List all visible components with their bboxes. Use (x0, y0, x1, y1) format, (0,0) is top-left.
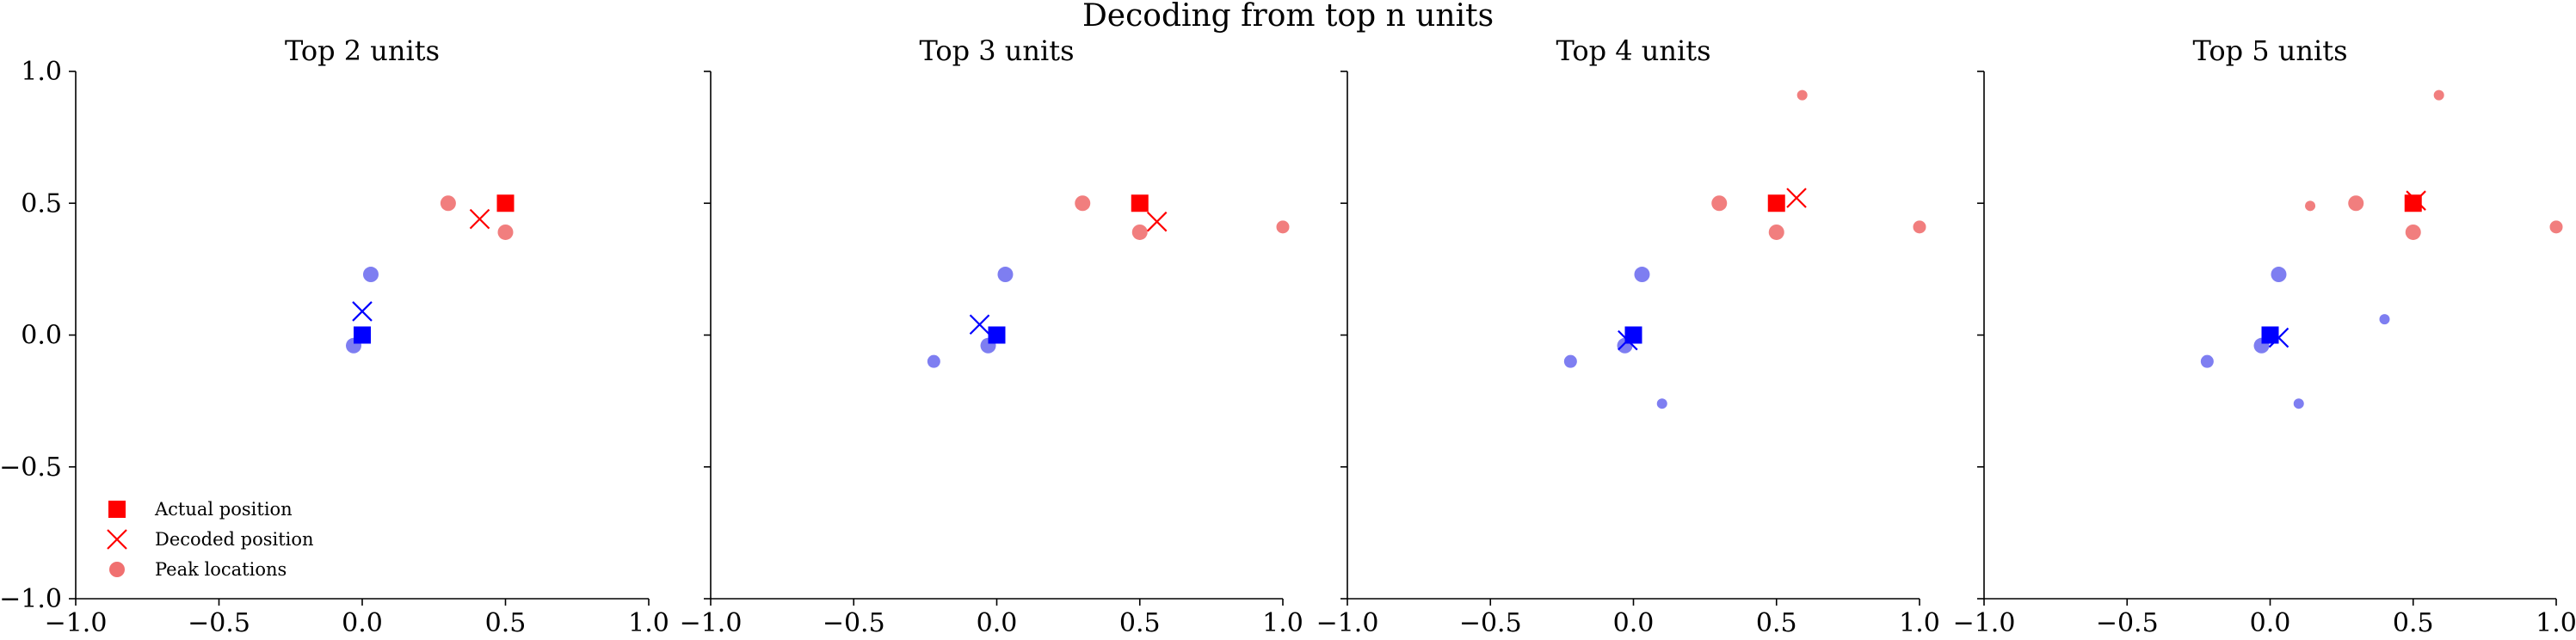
actual-position-blue (2261, 326, 2279, 344)
x-tick-label: −1.0 (680, 608, 743, 638)
peak-point-red (2348, 195, 2364, 212)
panel-title: Top 2 units (285, 34, 440, 67)
peak-point-red (2549, 220, 2563, 234)
peak-point-blue (1563, 354, 1577, 368)
decoded-position-red-stroke-b (2406, 190, 2426, 211)
peak-point-blue (997, 267, 1014, 283)
peak-point-red (497, 224, 514, 240)
decoded-position-red-stroke-b (1146, 211, 1168, 232)
figure-title: Decoding from top n units (1082, 0, 1494, 34)
x-tick-label: 0.0 (342, 608, 383, 638)
x-tick-label: −0.5 (823, 608, 885, 638)
decoded-position-blue (969, 314, 990, 335)
y-tick-label: −1.0 (0, 584, 62, 614)
panel-1: Top 2 units −1.0 −0.5 0.0 0.5 1.0 −1.0 −0.5 0.0 0… (0, 34, 669, 638)
legend-label: Peak locations (155, 559, 287, 580)
peak-point-red (2305, 200, 2316, 212)
peak-point-blue (927, 354, 940, 368)
legend-x-icon (107, 529, 127, 550)
y-tick-label: −0.5 (0, 452, 62, 483)
legend-circle-icon (109, 562, 125, 577)
decoded-position-blue (2268, 327, 2289, 348)
x-tick-label: 1.0 (1262, 608, 1303, 638)
peak-point-blue (2379, 314, 2390, 325)
panel-2: Top 3 units −1.0 −0.5 0.0 0.5 1.0 (680, 34, 1303, 638)
peak-point-blue (2293, 398, 2304, 409)
decoded-position-blue-stroke-b (969, 314, 990, 335)
decoded-position-red (469, 208, 490, 230)
peak-point-blue (2271, 267, 2287, 283)
x-tick-label: 1.0 (2536, 608, 2576, 638)
decoded-position-red (2406, 190, 2426, 211)
legend: Actual position Decoded position Peak loca… (107, 499, 314, 580)
decoded-position-red-stroke-b (469, 208, 490, 230)
decoded-position-red (1146, 211, 1168, 232)
decoded-position-blue-stroke-b (2268, 327, 2289, 348)
x-tick-label: −1.0 (1953, 608, 2016, 638)
peak-point-red (1768, 224, 1784, 240)
x-tick-label: 0.5 (485, 608, 527, 638)
panel-4: Top 5 units −1.0 −0.5 0.0 0.5 1.0 (1953, 34, 2576, 638)
x-tick-label: 1.0 (628, 608, 669, 638)
peak-point-red (1711, 195, 1728, 212)
x-tick-label: 0.0 (1613, 608, 1655, 638)
peak-point-red (440, 195, 456, 212)
panel-3: Top 4 units −1.0 −0.5 0.0 0.5 1.0 (1316, 34, 1940, 638)
y-tick-label: 0.0 (21, 321, 62, 351)
peak-point-red (1913, 220, 1926, 234)
decoded-position-blue-stroke-b (1618, 329, 1638, 351)
actual-position-blue (988, 326, 1006, 344)
peak-point-blue (1656, 398, 1667, 409)
actual-position-red (1131, 194, 1149, 212)
x-tick-label: −1.0 (45, 608, 108, 638)
decoded-position-red-stroke-b (1786, 188, 1807, 208)
decoded-position-red (1786, 188, 1807, 208)
x-tick-label: 0.0 (2250, 608, 2291, 638)
peak-point-blue (2200, 354, 2214, 368)
legend-x-icon-stroke-b (107, 529, 127, 550)
panel-title: Top 4 units (1556, 34, 1710, 67)
y-tick-label: 1.0 (21, 57, 62, 87)
peak-point-red (1075, 195, 1091, 212)
x-tick-label: −1.0 (1316, 608, 1379, 638)
actual-position-red (496, 194, 515, 212)
peak-point-red (2405, 224, 2421, 240)
peak-point-red (1131, 224, 1148, 240)
legend-label: Actual position (154, 499, 293, 520)
decoded-position-blue (352, 301, 373, 322)
decoded-position-blue (1618, 329, 1638, 351)
actual-position-red (1767, 194, 1785, 212)
x-tick-label: 0.0 (977, 608, 1018, 638)
x-tick-label: 0.5 (1119, 608, 1161, 638)
x-tick-label: 0.5 (1756, 608, 1797, 638)
panel-title: Top 5 units (2192, 34, 2347, 67)
peak-point-red (2433, 89, 2444, 101)
legend-label: Decoded position (155, 529, 314, 550)
peak-point-red (1796, 89, 1808, 101)
panel-title: Top 3 units (919, 34, 1074, 67)
peak-point-blue (362, 267, 379, 283)
x-tick-label: −0.5 (2096, 608, 2159, 638)
panels: Top 2 units −1.0 −0.5 0.0 0.5 1.0 −1.0 −0.5 0.0 0… (0, 34, 2576, 638)
x-tick-label: −0.5 (1459, 608, 1522, 638)
decoded-position-blue-stroke-b (352, 301, 373, 322)
x-tick-label: 1.0 (1899, 608, 1940, 638)
actual-position-blue (354, 326, 371, 344)
peak-point-blue (1634, 267, 1650, 283)
x-tick-label: −0.5 (188, 608, 250, 638)
peak-point-red (1276, 220, 1290, 234)
legend-square-icon (108, 501, 126, 518)
y-tick-label: 0.5 (21, 188, 62, 218)
x-tick-label: 0.5 (2393, 608, 2434, 638)
